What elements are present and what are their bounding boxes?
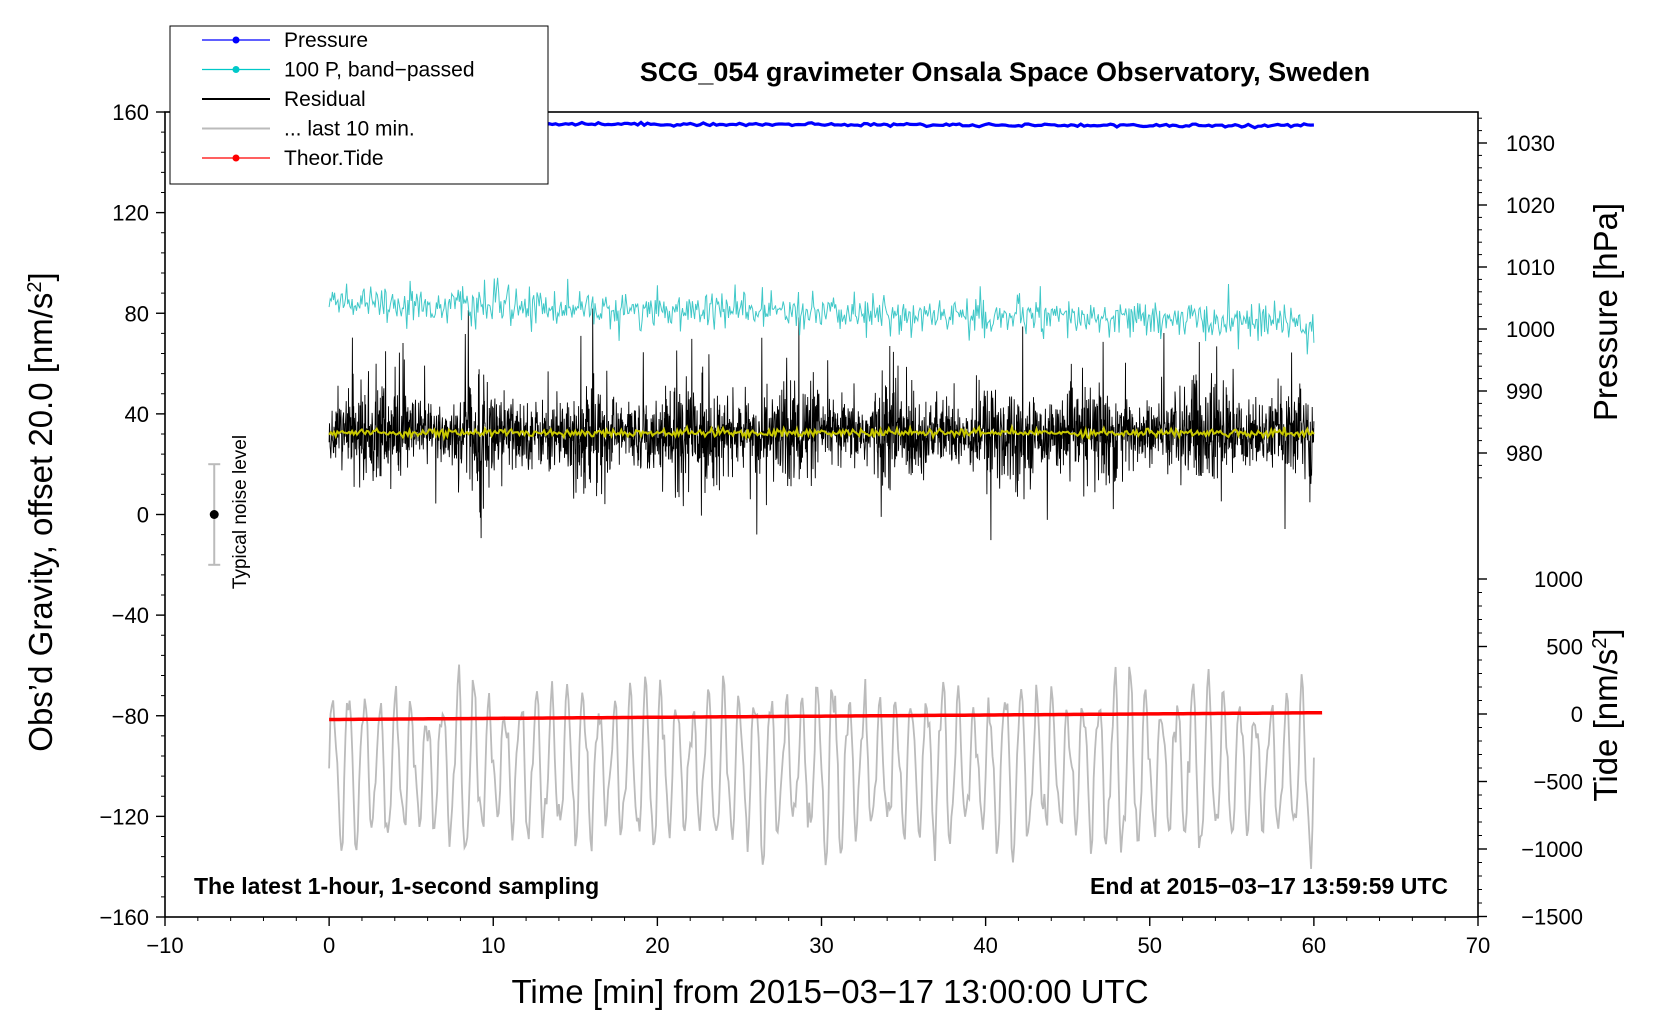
y-axis-tide-label-sup: 2 [1589, 638, 1611, 649]
y-tide-tick-label: −1500 [1521, 905, 1583, 930]
legend-marker [232, 66, 240, 73]
series-layer [208, 120, 1323, 869]
y-pressure-tick-label: 1020 [1506, 193, 1555, 218]
noise-bar-center [209, 510, 219, 519]
y-left-tick-label: 80 [125, 301, 149, 326]
y-axis-left-label-end: ] [22, 272, 59, 281]
x-tick-label: 30 [809, 933, 833, 958]
labels-layer: SCG_054 gravimeter Onsala Space Observat… [22, 57, 1624, 1010]
y-pressure-tick-label: 1000 [1506, 317, 1555, 342]
legend-label: Theor.Tide [284, 147, 384, 170]
y-left-tick-label: 160 [112, 100, 149, 125]
chart-title: SCG_054 gravimeter Onsala Space Observat… [640, 57, 1370, 87]
y-pressure-tick-label: 980 [1506, 441, 1543, 466]
y-axis-tide-label-text: Tide [nm/s [1587, 649, 1624, 802]
series-band-passed [328, 277, 1315, 355]
y-tide-tick-label: 500 [1546, 635, 1583, 660]
y-left-tick-label: −160 [99, 905, 149, 930]
axes-layer: −10 0 10 20 30 40 50 60 70−160−120−80−4004080120… [99, 100, 1583, 958]
series-residual-smoothed [328, 423, 1315, 442]
series-residual [328, 308, 1315, 541]
y-left-tick-label: −40 [112, 603, 149, 628]
x-axis-label: Time [min] from 2015−03−17 13:00:00 UTC [511, 973, 1148, 1010]
x-tick-label: 20 [645, 933, 669, 958]
y-pressure-tick-label: 1010 [1506, 255, 1555, 280]
y-axis-tide-label: Tide [nm/s2] [1587, 628, 1624, 801]
x-tick-label: 50 [1138, 933, 1162, 958]
y-left-tick-label: 40 [125, 402, 149, 427]
y-left-tick-label: 120 [112, 201, 149, 226]
legend-label: Pressure [284, 29, 368, 52]
y-axis-left-label-text: Obs’d Gravity, offset 20.0 [nm/s [22, 293, 59, 752]
legend-label: ... last 10 min. [284, 118, 415, 141]
legend-marker [232, 36, 240, 44]
y-tide-tick-label: 0 [1571, 702, 1583, 727]
noise-level-label: Typical noise level [230, 435, 251, 589]
y-pressure-tick-label: 1030 [1506, 131, 1555, 156]
y-left-tick-label: 0 [137, 503, 149, 528]
y-tide-tick-label: −500 [1533, 770, 1583, 795]
y-left-tick-label: −80 [112, 704, 149, 729]
y-axis-left-label-sup: 2 [24, 281, 46, 292]
x-tick-label: 70 [1466, 933, 1490, 958]
x-tick-label: 40 [973, 933, 997, 958]
x-tick-label: 60 [1302, 933, 1326, 958]
bottom-right-note: End at 2015−03−17 13:59:59 UTC [1090, 873, 1448, 899]
series-last-10-min [328, 664, 1315, 869]
y-pressure-tick-label: 990 [1506, 379, 1543, 404]
x-tick-label: 10 [481, 933, 505, 958]
legend-marker [232, 154, 240, 162]
legend-label: Residual [284, 88, 366, 111]
y-axis-left-label: Obs’d Gravity, offset 20.0 [nm/s2] [22, 272, 59, 751]
y-tide-tick-label: −1000 [1521, 837, 1583, 862]
legend-label: 100 P, band−passed [284, 59, 475, 82]
series-theor-tide [329, 710, 1323, 722]
legend: Pressure 100 P, band−passed Residual ... la… [169, 25, 549, 185]
y-tide-tick-label: 1000 [1534, 567, 1583, 592]
y-left-tick-label: −120 [99, 804, 149, 829]
y-axis-tide-label-end: ] [1587, 628, 1624, 637]
x-tick-label: 0 [323, 933, 335, 958]
y-axis-pressure-label: Pressure [hPa] [1587, 203, 1624, 421]
x-tick-label: −10 [146, 933, 183, 958]
bottom-left-note: The latest 1-hour, 1-second sampling [194, 873, 599, 899]
